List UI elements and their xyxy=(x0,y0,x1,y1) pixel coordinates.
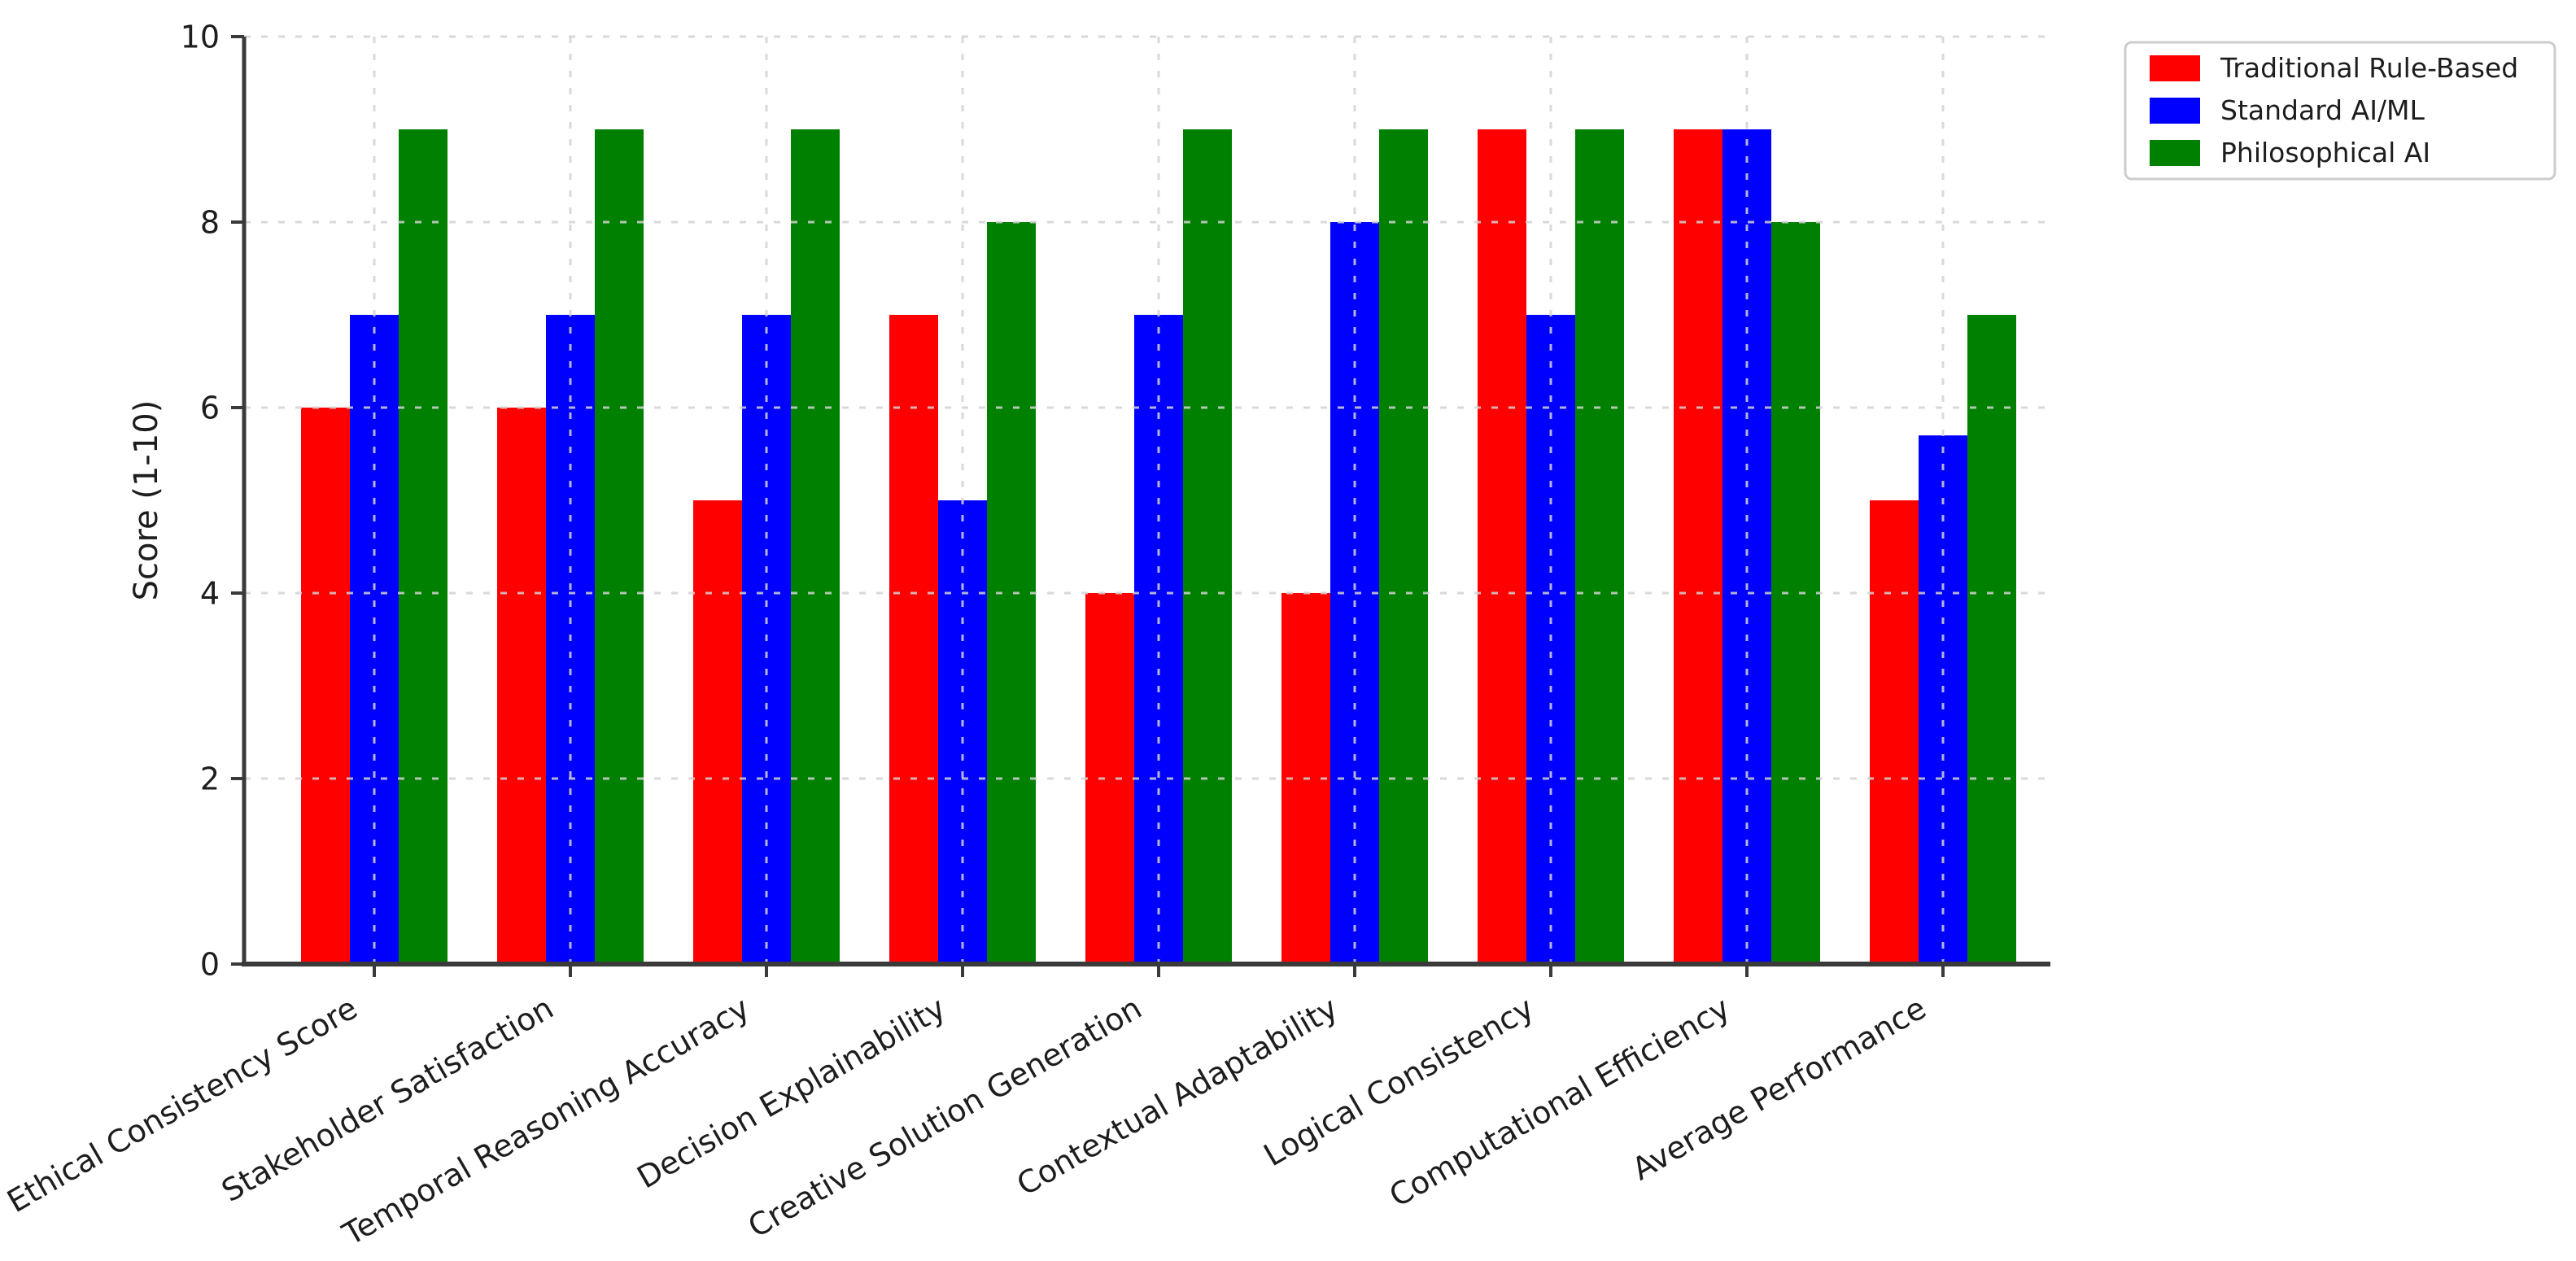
legend-swatch-traditional-rule-based xyxy=(2150,55,2200,81)
bar-philosophical-ai-stakeholder-satisfaction xyxy=(595,129,644,964)
bar-traditional-rule-based-computational-efficiency xyxy=(1674,129,1722,964)
bar-traditional-rule-based-stakeholder-satisfaction xyxy=(497,408,546,964)
bar-philosophical-ai-decision-explainability xyxy=(987,222,1036,964)
legend-item-standard-ai-ml: Standard AI/ML xyxy=(2150,94,2425,126)
x-tick-label-computational-efficiency: Computational Efficiency xyxy=(1383,990,1736,1215)
legend-item-traditional-rule-based: Traditional Rule-Based xyxy=(2150,52,2518,84)
series-philosophical-ai xyxy=(399,129,2016,964)
bar-traditional-rule-based-ethical-consistency-score xyxy=(301,408,350,964)
y-axis-label: Score (1-10) xyxy=(128,400,165,601)
legend-label-traditional-rule-based: Traditional Rule-Based xyxy=(2220,52,2518,84)
bar-philosophical-ai-creative-solution-generation xyxy=(1183,129,1232,964)
bars-layer xyxy=(301,129,2016,964)
legend-label-philosophical-ai: Philosophical AI xyxy=(2220,137,2430,168)
grid-layer xyxy=(244,35,2050,964)
bar-philosophical-ai-logical-consistency xyxy=(1575,129,1624,964)
bar-philosophical-ai-contextual-adaptability xyxy=(1379,129,1428,964)
y-tick-label-2: 2 xyxy=(200,761,220,796)
bar-standard-ai-ml-computational-efficiency xyxy=(1722,129,1771,964)
x-tick-label-decision-explainability: Decision Explainability xyxy=(631,990,952,1196)
bar-traditional-rule-based-average-performance xyxy=(1870,500,1919,964)
x-tick-label-contextual-adaptability: Contextual Adaptability xyxy=(1011,990,1343,1203)
y-tick-label-10: 10 xyxy=(181,19,220,55)
bar-standard-ai-ml-average-performance xyxy=(1919,435,1967,964)
y-tick-label-4: 4 xyxy=(200,575,220,611)
y-tick-label-0: 0 xyxy=(200,946,220,982)
legend-swatch-philosophical-ai xyxy=(2150,140,2200,166)
bar-philosophical-ai-computational-efficiency xyxy=(1771,222,1820,964)
series-standard-ai-ml xyxy=(350,129,1967,964)
bar-traditional-rule-based-logical-consistency xyxy=(1478,129,1526,964)
x-tick-label-temporal-reasoning-accuracy: Temporal Reasoning Accuracy xyxy=(336,990,756,1253)
bar-philosophical-ai-temporal-reasoning-accuracy xyxy=(791,129,840,964)
bar-traditional-rule-based-temporal-reasoning-accuracy xyxy=(693,500,742,964)
legend-item-philosophical-ai: Philosophical AI xyxy=(2150,137,2430,168)
series-traditional-rule-based xyxy=(301,129,1919,964)
bar-philosophical-ai-average-performance xyxy=(1967,315,2016,964)
x-tick-label-stakeholder-satisfaction: Stakeholder Satisfaction xyxy=(216,990,559,1209)
legend-frame xyxy=(2124,41,2556,181)
bar-traditional-rule-based-decision-explainability xyxy=(889,315,938,964)
y-tick-label-6: 6 xyxy=(200,390,220,425)
x-tick-label-ethical-consistency-score: Ethical Consistency Score xyxy=(1,990,363,1220)
bar-standard-ai-ml-decision-explainability xyxy=(938,500,987,964)
y-tick-label-8: 8 xyxy=(200,204,220,240)
bar-traditional-rule-based-creative-solution-generation xyxy=(1085,593,1134,964)
legend-swatch-standard-ai-ml xyxy=(2150,98,2200,124)
legend-label-standard-ai-ml: Standard AI/ML xyxy=(2220,94,2425,126)
x-tick-label-creative-solution-generation: Creative Solution Generation xyxy=(742,990,1148,1245)
legend: Traditional Rule-Based Standard AI/ML Phil… xyxy=(2124,41,2556,181)
bar-philosophical-ai-ethical-consistency-score xyxy=(399,129,448,964)
